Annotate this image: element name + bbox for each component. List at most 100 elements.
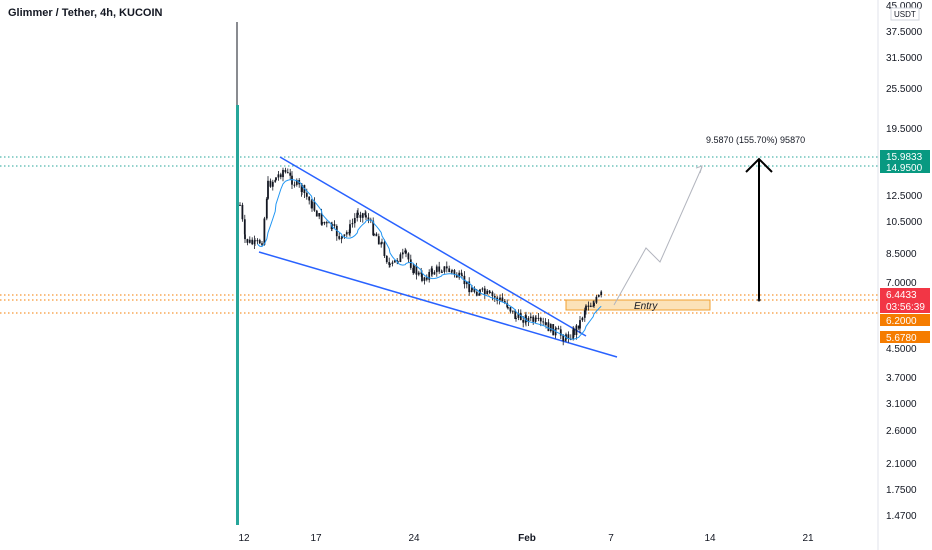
- projection-arrowhead: [695, 165, 703, 174]
- candle-body: [542, 321, 545, 323]
- candle-body: [239, 204, 241, 206]
- candle-body: [275, 177, 277, 181]
- candle-body: [399, 254, 402, 263]
- candle-body: [514, 310, 517, 319]
- time-tick-label: 17: [310, 533, 322, 544]
- candle-body: [595, 296, 598, 303]
- candle-body: [389, 263, 391, 265]
- candle-body: [438, 266, 441, 272]
- candle-body: [320, 213, 323, 225]
- price-badge-14.95: 14.9500: [880, 161, 930, 174]
- candle-body: [277, 174, 280, 178]
- candle-body: [388, 262, 391, 265]
- svg-text:15.9833: 15.9833: [886, 152, 923, 163]
- target-arrowhead: [745, 157, 773, 173]
- candle-body: [345, 232, 348, 235]
- candle-body: [515, 317, 517, 319]
- price-badge-6.20: 6.2000: [880, 314, 930, 327]
- price-badge-last: 6.4433 03:56:39: [880, 288, 930, 313]
- candle-body: [338, 236, 341, 239]
- candle-body: [583, 310, 586, 318]
- svg-text:03:56:39: 03:56:39: [886, 302, 925, 313]
- candle-body: [271, 181, 274, 187]
- candle-body: [421, 273, 423, 281]
- time-axis[interactable]: 12 17 24 Feb 7 14 21: [238, 533, 814, 544]
- candle-body: [401, 252, 404, 255]
- candle-body: [559, 329, 562, 336]
- candle-body: [254, 240, 256, 242]
- svg-text:6.2000: 6.2000: [886, 316, 917, 327]
- candle-body: [453, 270, 456, 275]
- price-tick-label: 37.5000: [886, 27, 923, 38]
- candle-body: [423, 277, 426, 281]
- price-tick-label: 3.7000: [886, 373, 917, 384]
- candle-body: [251, 239, 254, 245]
- candle-body: [473, 288, 476, 292]
- candle-body: [481, 288, 484, 290]
- candle-body: [529, 316, 532, 319]
- entry-label: Entry: [634, 301, 658, 312]
- price-tick-label: 3.1000: [886, 399, 917, 410]
- candle-body: [534, 317, 537, 322]
- candle-body: [532, 316, 535, 322]
- candle-body: [468, 281, 471, 293]
- candle-body: [483, 288, 486, 295]
- wedge-lower-line: [258, 251, 618, 358]
- currency-box: [890, 7, 920, 21]
- price-axis[interactable]: 45.0000 37.5000 31.5000 25.5000 19.5000 12.50…: [886, 1, 923, 522]
- time-tick-label: Feb: [518, 533, 536, 544]
- candle-body: [267, 180, 269, 199]
- candle-body: [549, 324, 552, 332]
- candle-body: [333, 224, 336, 226]
- candle-body: [391, 262, 394, 264]
- candle-body: [567, 334, 570, 339]
- candle-body: [517, 313, 520, 318]
- candle-body: [420, 272, 423, 274]
- price-tick-label: 2.6000: [886, 426, 917, 437]
- candle-body: [295, 180, 298, 185]
- time-tick-label: 14: [704, 533, 716, 544]
- candle-body: [385, 255, 388, 263]
- candle-body: [409, 259, 412, 268]
- candle-body: [397, 261, 399, 263]
- entry-zone[interactable]: [565, 299, 711, 311]
- svg-text:6.4433: 6.4433: [886, 290, 917, 301]
- candle-body: [258, 240, 261, 244]
- candle-body: [592, 305, 595, 307]
- candle-body: [289, 172, 292, 176]
- price-tick-label: 12.5000: [886, 191, 923, 202]
- candle-body: [499, 297, 501, 300]
- candle-body: [305, 193, 308, 197]
- candle-body: [435, 266, 438, 273]
- candle-body: [489, 292, 491, 294]
- candle-body: [451, 270, 453, 272]
- candle-body: [256, 240, 259, 242]
- candle-body: [593, 302, 595, 307]
- candle-body: [539, 317, 542, 322]
- candle-body: [573, 329, 575, 335]
- price-tick-label: 8.5000: [886, 249, 917, 260]
- candle-body: [511, 310, 514, 312]
- candle-body: [478, 293, 481, 296]
- candle-body: [509, 307, 512, 312]
- candle-body: [415, 265, 418, 275]
- candle-body: [315, 210, 318, 217]
- candle-body: [367, 217, 370, 220]
- candle-body: [291, 175, 293, 185]
- candle-body: [575, 325, 578, 335]
- candle-body: [486, 290, 489, 295]
- candle-body: [372, 220, 375, 236]
- candle-body: [396, 260, 399, 262]
- price-tick-label: 10.5000: [886, 217, 923, 228]
- candle-body: [581, 317, 584, 321]
- svg-text:5.6780: 5.6780: [886, 333, 917, 344]
- candle-body: [547, 322, 550, 332]
- candle-body: [393, 260, 396, 263]
- candle-body: [318, 213, 321, 217]
- candle-body: [321, 221, 323, 225]
- price-tick-label: 19.5000: [886, 124, 923, 135]
- candle-body: [241, 204, 244, 220]
- candle-body: [341, 235, 343, 239]
